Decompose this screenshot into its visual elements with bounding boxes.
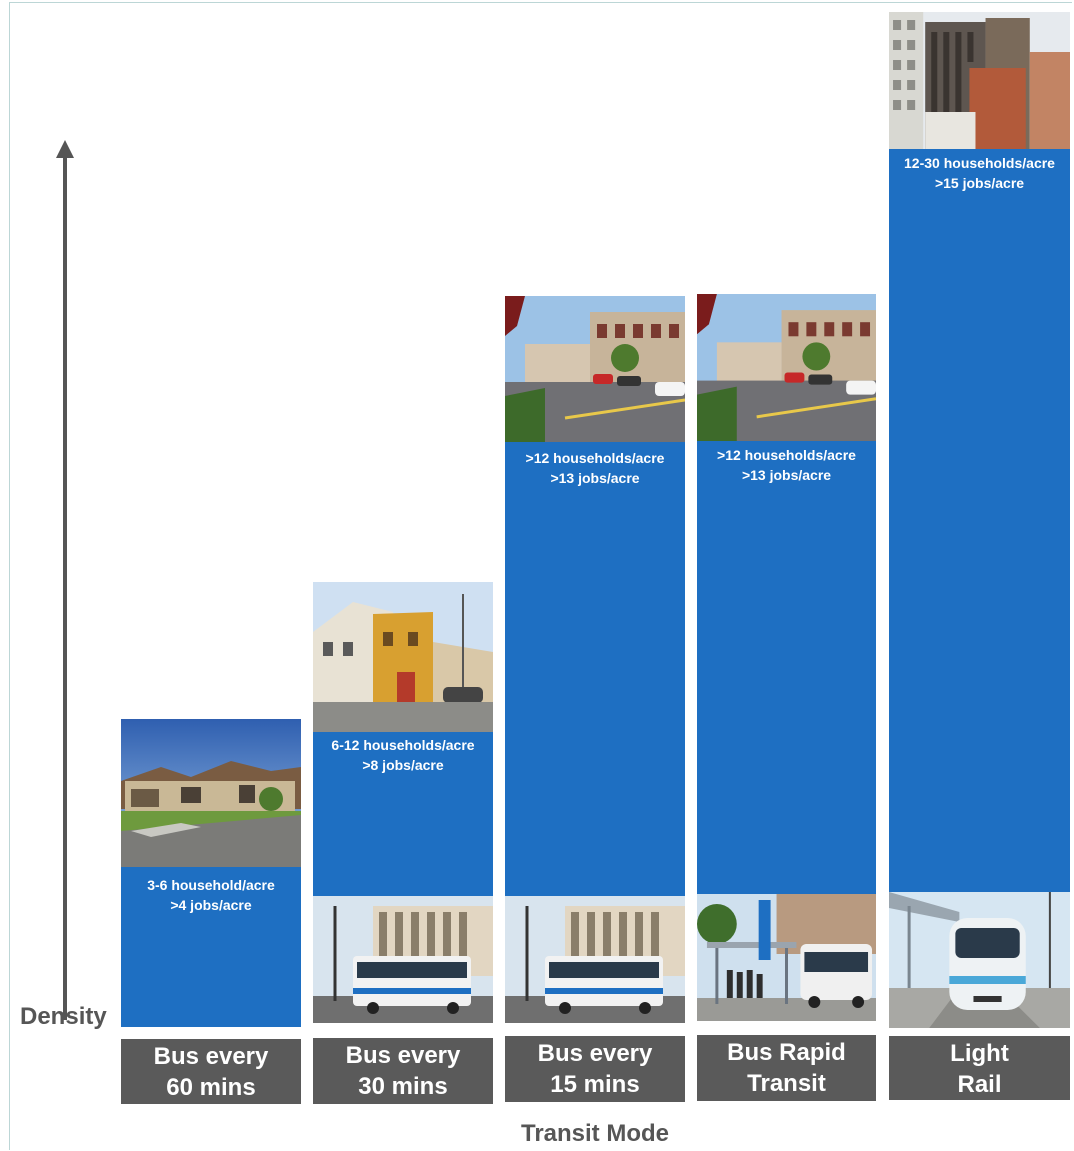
density-bar [889, 12, 1070, 1027]
transit-photo-light-rail [889, 892, 1070, 1028]
density-axis-label: Density [20, 1003, 107, 1030]
column-bus-15: >12 households/acre >13 jobs/acre Bus ev… [505, 296, 685, 1102]
column-bus-30: 6-12 households/acre >8 jobs/acre Bus ev… [313, 582, 493, 1104]
housing-photo-single-family [121, 719, 301, 867]
density-text: 6-12 households/acre >8 jobs/acre [331, 737, 475, 773]
density-text: 12-30 households/acre >15 jobs/acre [904, 155, 1055, 191]
density-text: >12 households/acre >13 jobs/acre [525, 450, 665, 486]
mode-label: Bus every 15 mins [505, 1036, 685, 1102]
density-text: >12 households/acre >13 jobs/acre [717, 447, 856, 483]
housing-photo-downtown [889, 12, 1070, 149]
mode-label: Light Rail [889, 1036, 1070, 1100]
housing-photo-main-street [505, 296, 685, 442]
mode-label: Bus every 60 mins [121, 1039, 301, 1104]
column-bus-60: 3-6 household/acre >4 jobs/acre Bus ever… [121, 719, 301, 1104]
figure-frame [9, 2, 1072, 1150]
column-light-rail: 12-30 households/acre >15 jobs/acre Ligh… [889, 12, 1070, 1100]
transit-mode-axis-title: Transit Mode [520, 1120, 670, 1147]
housing-photo-townhouses [313, 582, 493, 732]
transit-photo-brt-station [697, 894, 876, 1021]
mode-label: Bus Rapid Transit [697, 1035, 876, 1101]
transit-photo-bus [313, 896, 493, 1023]
density-text: 3-6 household/acre >4 jobs/acre [147, 877, 275, 913]
density-axis-arrow [56, 140, 74, 1020]
transit-photo-bus [505, 896, 685, 1023]
mode-label: Bus every 30 mins [313, 1038, 493, 1104]
column-bus-rapid-transit: >12 households/acre >13 jobs/acre Bus Ra… [697, 294, 876, 1101]
housing-photo-main-street [697, 294, 876, 441]
